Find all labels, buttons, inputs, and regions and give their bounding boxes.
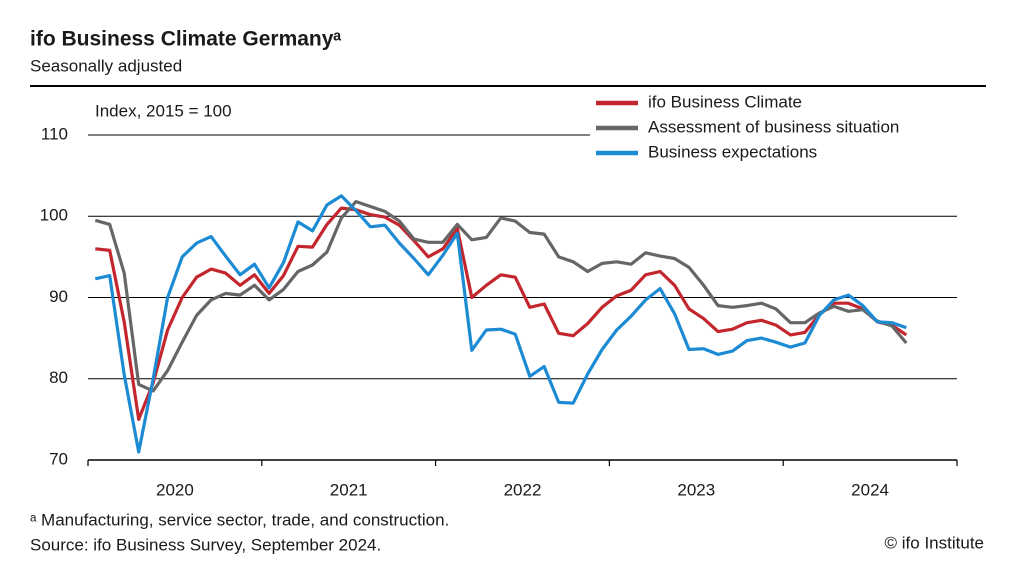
y-tick-label: 90 xyxy=(49,287,68,306)
legend-background xyxy=(590,91,960,167)
footnote: ᵃ Manufacturing, service sector, trade, … xyxy=(30,510,449,529)
legend-label: ifo Business Climate xyxy=(648,92,802,111)
x-tick-label: 2024 xyxy=(851,480,889,499)
chart-subtitle: Seasonally adjusted xyxy=(30,56,182,75)
credit: © ifo Institute xyxy=(885,533,984,552)
y-tick-label: 80 xyxy=(49,368,68,387)
chart-title: ifo Business Climate Germanyᵃ xyxy=(30,28,341,51)
series-line xyxy=(95,206,908,421)
series-line xyxy=(94,200,908,393)
y-tick-label: 70 xyxy=(49,449,68,468)
legend-label: Assessment of business situation xyxy=(648,117,899,136)
source: Source: ifo Business Survey, September 2… xyxy=(30,535,381,554)
series-line xyxy=(94,194,907,454)
legend-label: Business expectations xyxy=(648,142,817,161)
x-tick-label: 2020 xyxy=(156,480,194,499)
y-tick-label: 110 xyxy=(41,124,68,143)
x-tick-label: 2023 xyxy=(677,480,715,499)
y-axis-label: Index, 2015 = 100 xyxy=(95,101,232,120)
x-tick-label: 2021 xyxy=(330,480,368,499)
y-tick-label: 100 xyxy=(40,206,68,225)
x-tick-label: 2022 xyxy=(504,480,542,499)
